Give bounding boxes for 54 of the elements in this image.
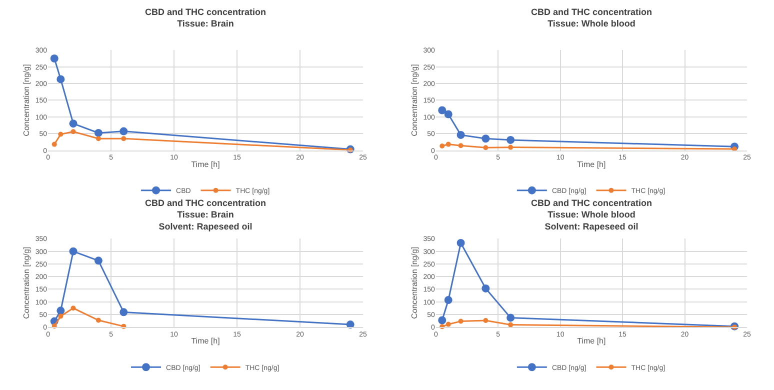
point (446, 322, 451, 327)
text: Tissue: Brain (177, 210, 234, 220)
point (444, 296, 452, 304)
point (482, 284, 490, 292)
x-axis-title: Time [h] (191, 160, 220, 169)
chart-title: CBD and THC concentration (145, 7, 266, 17)
point (508, 144, 514, 150)
point (440, 143, 445, 148)
point (96, 318, 101, 323)
x-axis-title: Time [h] (577, 336, 606, 346)
x-axis-title: Time [h] (577, 160, 606, 169)
point (456, 130, 465, 139)
point (56, 75, 65, 84)
y-axis-title: Concentration [ng/g] (22, 64, 32, 136)
chart-title: CBD and THC concentration (145, 198, 266, 208)
x-axis-title: Time [h] (191, 336, 220, 346)
point (70, 129, 76, 134)
y-axis-title: Concentration [ng/g] (22, 246, 32, 319)
point (506, 314, 515, 322)
point (69, 120, 78, 128)
point (438, 106, 446, 114)
point (458, 318, 464, 324)
point (444, 110, 452, 118)
point (438, 316, 446, 324)
point (56, 306, 65, 315)
y-axis-title: Concentration [ng/g] (410, 64, 419, 136)
point (121, 136, 126, 142)
text: Tissue: Whole blood (548, 210, 636, 220)
point (482, 134, 490, 143)
text: Solvent: Rapeseed oil (544, 221, 638, 232)
point (120, 308, 128, 316)
y-axis-title: Concentration [ng/g] (410, 246, 419, 319)
point (69, 247, 78, 256)
point (70, 306, 76, 311)
chart-subtitle: Tissue: Brain (177, 18, 234, 29)
text: Solvent: Rapeseed oil (158, 221, 252, 232)
point (456, 238, 465, 247)
chart-title: CBD and THC concentration (531, 7, 652, 17)
point (458, 143, 464, 148)
chart-subtitle: Tissue: Whole blood (548, 18, 636, 29)
chart-title: CBD and THC concentration (531, 198, 652, 208)
point (52, 142, 57, 147)
point (58, 314, 64, 319)
point (508, 322, 514, 328)
point (483, 318, 488, 324)
point (120, 127, 128, 136)
point (94, 128, 102, 137)
point (96, 136, 101, 142)
point (446, 142, 451, 147)
point (506, 136, 515, 144)
point (94, 256, 102, 265)
point (483, 145, 488, 150)
point (50, 54, 58, 62)
point (58, 132, 64, 137)
